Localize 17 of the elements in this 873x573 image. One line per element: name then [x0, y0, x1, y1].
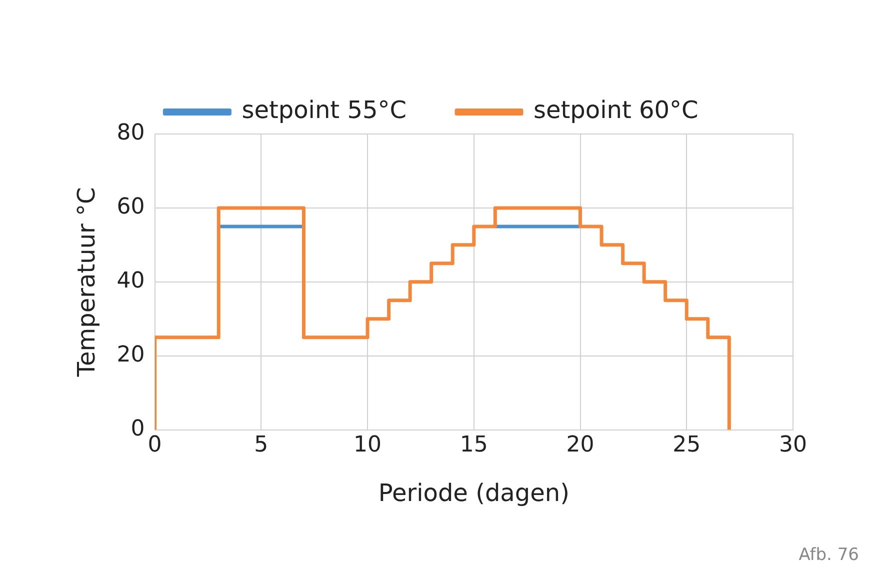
text: Afb. 76 [798, 545, 859, 565]
x-tick-label: 10 [354, 432, 382, 458]
y-tick-label: 20 [116, 342, 145, 368]
x-tick-label: 25 [672, 432, 701, 458]
y-axis-title: Temperatuur °C [72, 187, 101, 378]
y-tick-label: 80 [116, 120, 145, 146]
y-tick-label: 60 [116, 194, 145, 220]
x-tick-label: 20 [566, 432, 594, 458]
x-tick-label: 5 [254, 432, 268, 458]
x-axis-title: Periode (dagen) [378, 478, 570, 507]
y-tick-label: 0 [130, 416, 145, 442]
x-tick-label: 15 [460, 432, 488, 458]
x-tick-label: 30 [779, 432, 807, 458]
x-tick-label: 0 [148, 432, 162, 458]
legend-label: setpoint 55°C [242, 96, 406, 124]
legend-label: setpoint 60°C [534, 96, 698, 124]
y-tick-label: 40 [116, 268, 145, 294]
